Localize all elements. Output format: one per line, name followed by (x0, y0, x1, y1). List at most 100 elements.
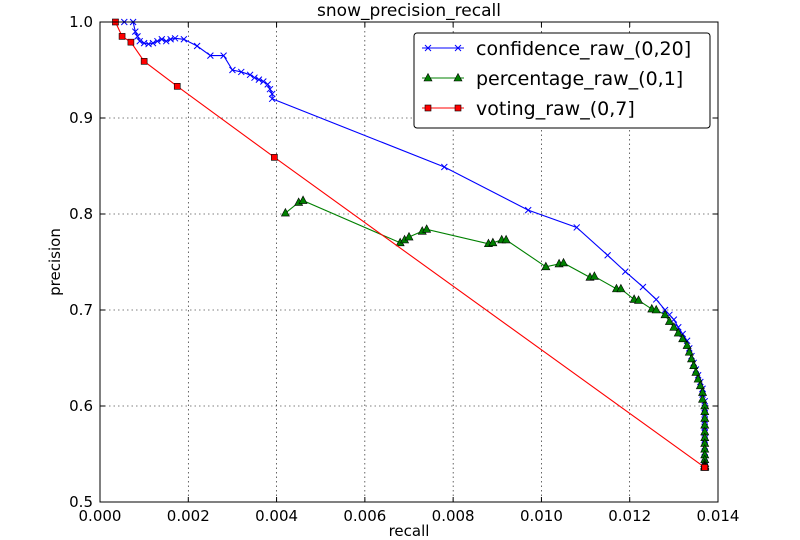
data-point (229, 66, 236, 74)
data-point (207, 52, 214, 59)
data-point (134, 33, 141, 40)
legend-item: voting_raw_(0,7] (422, 98, 635, 120)
data-point (604, 251, 611, 259)
legend-marker (424, 104, 432, 112)
legend-label: confidence_raw_(0,20] (476, 38, 691, 60)
data-point (669, 322, 679, 331)
data-point (158, 35, 166, 43)
legend-label: voting_raw_(0,7] (476, 98, 635, 120)
data-point (140, 58, 148, 65)
y-tick-label: 0.7 (69, 301, 93, 319)
data-point (664, 316, 674, 325)
legend-marker (453, 72, 463, 82)
chart-title: snow_precision_recall (317, 1, 501, 21)
data-point (589, 271, 599, 280)
series-square (112, 18, 709, 471)
legend-box (413, 32, 711, 129)
data-point (271, 154, 278, 161)
data-point (651, 304, 661, 314)
data-point (634, 295, 644, 304)
x-tick-label: 0.000 (79, 507, 122, 525)
data-point (259, 78, 267, 85)
y-tick-label: 0.6 (69, 397, 93, 415)
data-point (136, 37, 144, 45)
data-point (541, 261, 551, 271)
data-point (180, 35, 188, 43)
data-point (154, 37, 161, 45)
series-triangle (280, 195, 710, 471)
legend-item: percentage_raw_(0,1] (422, 68, 683, 90)
y-axis-label: precision (46, 228, 64, 296)
legend-marker (454, 44, 462, 52)
legend-label: percentage_raw_(0,1] (476, 68, 683, 90)
x-axis-label: recall (389, 522, 430, 540)
data-point (652, 296, 660, 303)
x-tick-label: 0.010 (520, 507, 563, 525)
data-point (193, 42, 201, 50)
data-point (268, 95, 276, 103)
data-point (621, 268, 629, 275)
data-point (237, 68, 245, 76)
x-axis: 0.000 0.002 0.004 0.006 0.008 0.010 0.012 0.014 (79, 22, 740, 525)
y-tick-label: 0.9 (69, 109, 93, 127)
data-point (246, 71, 254, 79)
legend-item: confidence_raw_(0,20] (422, 38, 691, 60)
legend-marker (454, 104, 462, 112)
data-point (173, 83, 181, 90)
y-tick-label: 0.5 (69, 493, 93, 511)
grid (100, 22, 718, 502)
data-point (118, 33, 126, 40)
legend-marker (424, 44, 432, 52)
data-point (701, 464, 709, 471)
plot-frame (99, 21, 719, 503)
data-point (171, 34, 179, 42)
data-point (682, 340, 692, 349)
data-point (573, 224, 581, 231)
data-point (127, 38, 135, 46)
data-point (264, 81, 272, 88)
data-point (501, 234, 511, 244)
data-point (695, 380, 705, 390)
data-point (559, 257, 568, 267)
data-point (162, 37, 170, 45)
data-point (687, 353, 697, 363)
y-axis: 0.5 0.6 0.7 0.8 0.9 1.0 (69, 13, 718, 511)
data-point (639, 283, 647, 291)
data-point (673, 327, 683, 337)
data-point (220, 52, 227, 59)
x-tick-label: 0.004 (255, 507, 298, 525)
x-tick-label: 0.014 (697, 507, 740, 525)
data-point (404, 231, 414, 241)
data-point (691, 367, 701, 376)
data-point (280, 207, 290, 217)
data-point (440, 163, 448, 171)
data-point (616, 283, 626, 293)
y-tick-label: 1.0 (69, 13, 93, 31)
data-point (684, 347, 694, 356)
data-point (524, 206, 532, 214)
series-layer (112, 18, 710, 471)
data-point (255, 76, 263, 83)
x-tick-label: 0.008 (432, 507, 475, 525)
legend: confidence_raw_(0,20] percentage_raw_(0,1… (413, 32, 711, 129)
x-tick-label: 0.002 (167, 507, 210, 525)
data-point (149, 39, 157, 47)
legend-marker (423, 72, 433, 82)
data-point (488, 237, 498, 247)
data-point (660, 309, 670, 319)
x-tick-label: 0.006 (343, 507, 386, 525)
data-point (678, 333, 688, 343)
y-tick-label: 0.8 (69, 205, 93, 223)
data-point (689, 360, 699, 369)
data-point (131, 28, 139, 35)
data-point (268, 90, 276, 98)
series-line (285, 199, 706, 468)
data-point (298, 195, 308, 204)
data-point (422, 224, 432, 233)
data-point (698, 394, 708, 403)
data-point (693, 373, 703, 383)
data-point (266, 85, 274, 93)
x-tick-label: 0.012 (608, 507, 651, 525)
data-point (251, 74, 258, 82)
